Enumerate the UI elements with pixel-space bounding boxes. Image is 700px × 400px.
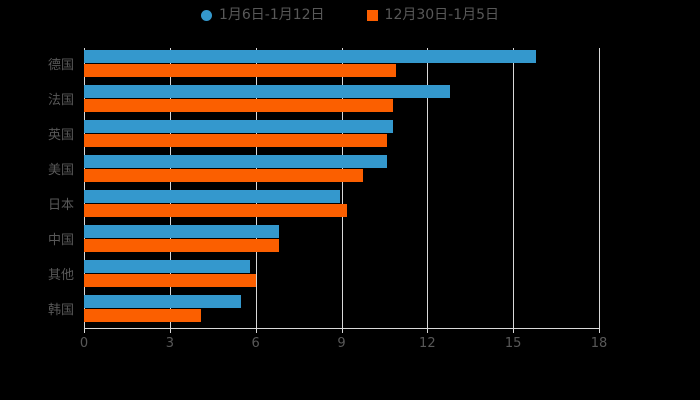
x-tick-label: 9 <box>337 336 346 351</box>
gridline <box>341 48 343 328</box>
bar-series-1[interactable] <box>84 190 341 203</box>
chart-category-row <box>84 293 599 328</box>
gridline <box>169 48 171 328</box>
x-tick-mark <box>84 328 85 333</box>
gridline <box>513 48 515 328</box>
plot-area <box>84 48 600 328</box>
bar-series-2[interactable] <box>84 309 202 322</box>
bar-series-2[interactable] <box>84 204 348 217</box>
chart-category-row <box>84 153 599 188</box>
bar-series-1[interactable] <box>84 50 537 63</box>
legend-swatch-circle-icon <box>200 9 212 21</box>
x-tick-label: 3 <box>165 336 174 351</box>
x-tick-mark <box>427 328 429 333</box>
bar-series-1[interactable] <box>84 260 250 273</box>
legend-item-series-2[interactable]: 12月30日-1月5日 <box>366 7 500 23</box>
bar-series-1[interactable] <box>84 85 451 98</box>
x-tick-mark <box>513 328 515 333</box>
legend-label-series-2: 12月30日-1月5日 <box>384 7 500 23</box>
bar-series-1[interactable] <box>84 225 279 238</box>
bar-series-2[interactable] <box>84 99 393 112</box>
x-tick-label: 18 <box>590 336 608 351</box>
y-category-label: 法国 <box>47 92 74 108</box>
x-tick-mark <box>599 328 600 333</box>
legend-label-series-1: 1月6日-1月12日 <box>218 7 325 23</box>
chart-category-row <box>84 83 599 118</box>
y-category-label: 中国 <box>47 232 74 248</box>
chart-category-row <box>84 223 599 258</box>
gridline <box>427 48 429 328</box>
bar-series-1[interactable] <box>84 295 242 308</box>
y-category-label: 韩国 <box>47 302 74 318</box>
y-category-label: 日本 <box>47 197 74 213</box>
bar-series-1[interactable] <box>84 120 393 133</box>
x-tick-label: 12 <box>419 336 436 351</box>
bar-series-2[interactable] <box>84 239 279 252</box>
x-tick-mark <box>169 328 171 333</box>
gridline <box>84 48 85 328</box>
y-category-label: 美国 <box>47 162 74 178</box>
x-tick-mark <box>341 328 343 333</box>
y-category-label: 其他 <box>47 267 74 283</box>
legend-item-series-1[interactable]: 1月6日-1月12日 <box>200 7 325 23</box>
legend-swatch-square-icon <box>366 9 378 21</box>
x-tick-label: 6 <box>251 336 260 351</box>
x-tick-label: 15 <box>504 336 522 351</box>
x-tick-label: 0 <box>79 336 89 351</box>
chart-category-row <box>84 258 599 293</box>
gridline <box>255 48 257 328</box>
gridline <box>599 48 600 328</box>
chart-category-row <box>84 188 599 223</box>
bar-series-2[interactable] <box>84 169 363 182</box>
chart-legend: 1月6日-1月12日 12月30日-1月5日 <box>0 8 700 22</box>
chart-category-row <box>84 48 599 83</box>
bar-series-2[interactable] <box>84 274 256 287</box>
y-category-label: 德国 <box>47 57 74 73</box>
y-category-label: 英国 <box>47 127 74 143</box>
chart-category-row <box>84 118 599 153</box>
bar-series-2[interactable] <box>84 134 388 147</box>
x-tick-mark <box>255 328 257 333</box>
bar-series-2[interactable] <box>84 64 396 77</box>
bar-series-1[interactable] <box>84 155 388 168</box>
